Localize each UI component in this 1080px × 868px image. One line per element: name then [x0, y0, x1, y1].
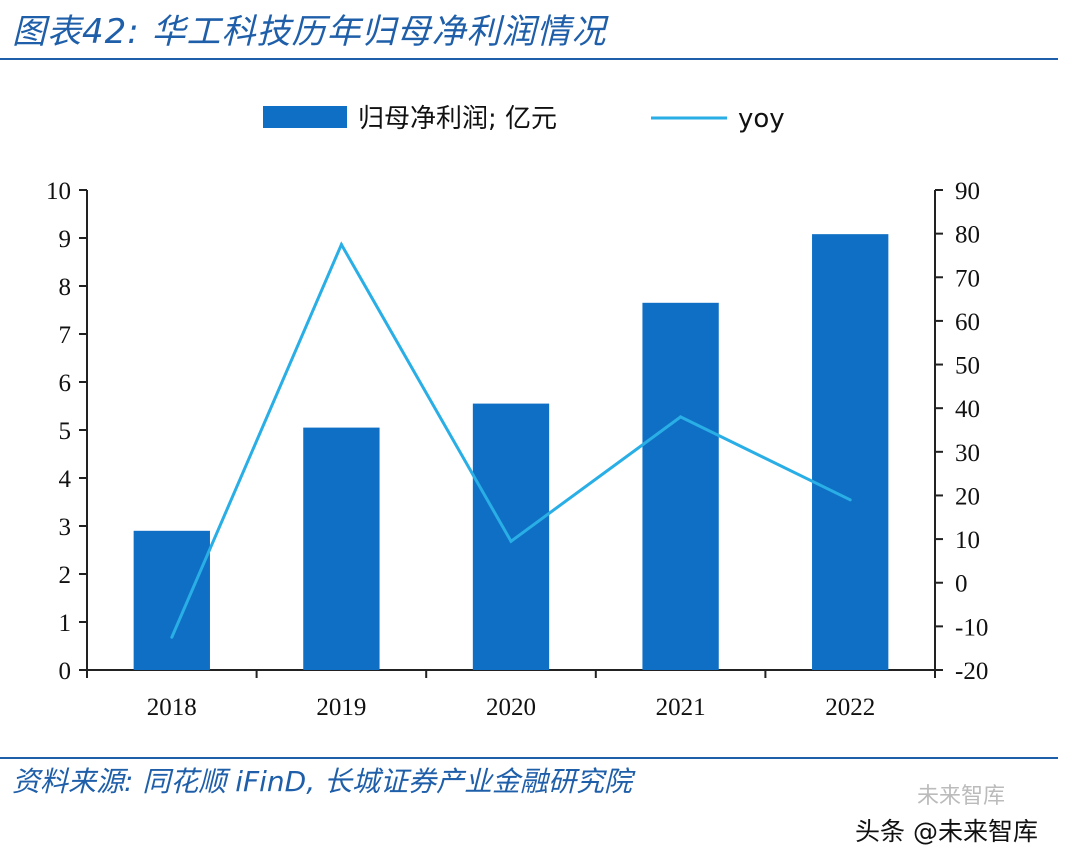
left-tick-label: 6: [59, 370, 72, 397]
top-divider: [0, 58, 1058, 60]
yoy-point-2021: [679, 415, 683, 419]
watermark: 头条 @未来智库: [855, 817, 1038, 846]
x-tick-label: 2018: [147, 694, 197, 721]
bar-series: [133, 234, 889, 670]
left-tick-label: 9: [59, 226, 72, 253]
bar-2020: [472, 403, 550, 670]
x-tick-label: 2021: [656, 694, 706, 721]
right-tick-label: 90: [955, 178, 980, 205]
yoy-line-series: [170, 241, 852, 639]
right-tick-label: 60: [955, 309, 980, 336]
x-tick-label: 2019: [316, 694, 366, 721]
legend-bar-swatch: [263, 106, 347, 128]
bar-2018: [133, 530, 210, 670]
right-tick-label: 70: [955, 265, 980, 292]
figure-title: 图表42: 华工科技历年归母净利润情况: [12, 12, 607, 52]
left-tick-label: 1: [59, 610, 72, 637]
right-tick-label: 80: [955, 222, 980, 249]
x-tick-label: 2020: [486, 694, 536, 721]
source-note: 资料来源: 同花顺 iFinD, 长城证券产业金融研究院: [12, 765, 633, 798]
left-tick-label: 2: [59, 562, 72, 589]
watermark-logo: 未来智库: [917, 784, 1006, 809]
left-tick-label: 10: [46, 178, 71, 205]
left-tick-label: 0: [59, 658, 72, 685]
yoy-point-2018: [170, 635, 174, 639]
left-tick-label: 5: [59, 418, 72, 445]
right-tick-label: 30: [955, 440, 980, 467]
right-tick-label: 0: [955, 571, 968, 598]
yoy-point-2019: [339, 243, 343, 247]
legend-line-label: yoy: [738, 104, 785, 134]
yoy-point-2022: [848, 498, 852, 502]
left-tick-label: 3: [59, 514, 72, 541]
left-tick-label: 7: [59, 322, 72, 349]
right-tick-label: 20: [955, 483, 980, 510]
bar-2021: [642, 302, 719, 670]
legend-bar-label: 归母净利润; 亿元: [358, 104, 557, 134]
chart: 归母净利润; 亿元 yoy 0 1 2 3 4 5 6 7 8 9 10 -20 -10 0 10 20 30 4…: [46, 104, 988, 721]
legend: 归母净利润; 亿元 yoy: [263, 104, 785, 134]
right-tick-label: -20: [955, 658, 988, 685]
left-tick-label: 8: [59, 274, 72, 301]
bottom-divider: [0, 757, 1058, 759]
bar-2019: [303, 427, 380, 670]
yoy-point-2020: [509, 539, 513, 543]
left-tick-label: 4: [59, 466, 72, 493]
right-tick-label: -10: [955, 614, 988, 641]
right-tick-label: 40: [955, 396, 980, 423]
axes: 0 1 2 3 4 5 6 7 8 9 10 -20 -10 0 10 20 30 40 50 60 70 80 90 201…: [46, 178, 988, 721]
right-tick-label: 50: [955, 353, 980, 380]
x-tick-label: 2022: [825, 694, 875, 721]
bar-2022: [812, 234, 889, 670]
right-tick-label: 10: [955, 527, 980, 554]
